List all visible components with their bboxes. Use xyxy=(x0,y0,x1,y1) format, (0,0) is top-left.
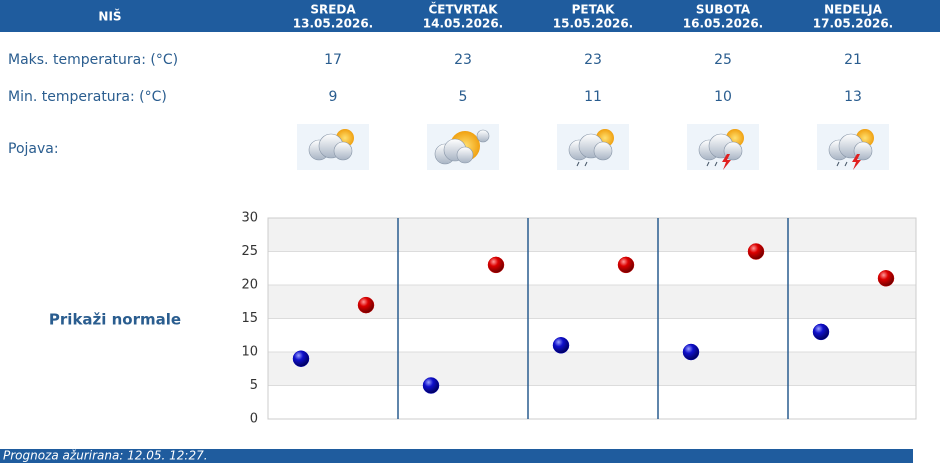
temp-point xyxy=(357,296,375,314)
weather-icon xyxy=(687,124,759,170)
temp-value: 13 xyxy=(844,89,862,105)
temp-point xyxy=(812,323,830,341)
day-name: SUBOTA xyxy=(696,3,751,17)
rain xyxy=(836,161,848,167)
temp-value: 17 xyxy=(324,52,342,68)
pojava-label: Pojava: xyxy=(8,141,59,157)
footer: Prognoza ažurirana: 12.05. 12:27. xyxy=(3,449,208,463)
temp-value: 5 xyxy=(459,89,468,105)
day-date: 17.05.2026. xyxy=(813,17,893,31)
weather-icon xyxy=(297,124,369,170)
cloud xyxy=(476,129,490,143)
rain xyxy=(706,161,718,167)
cloud xyxy=(333,141,353,161)
cloud xyxy=(456,146,474,164)
y-tick-label: 30 xyxy=(241,211,258,226)
weather-icon xyxy=(557,124,629,170)
temp-value: 9 xyxy=(329,89,338,105)
day-date: 16.05.2026. xyxy=(683,17,763,31)
day-name: ČETVRTAK xyxy=(428,2,498,17)
bolt xyxy=(852,154,861,170)
row-label: Min. temperatura: (°C) xyxy=(8,89,167,105)
temp-value: 25 xyxy=(714,52,732,68)
weather-icon xyxy=(817,124,889,170)
grid-band xyxy=(268,352,916,386)
row-label: Maks. temperatura: (°C) xyxy=(8,52,178,68)
temp-value: 11 xyxy=(584,89,602,105)
y-tick-label: 10 xyxy=(241,345,258,360)
y-tick-label: 15 xyxy=(241,311,258,326)
temp-value: 21 xyxy=(844,52,862,68)
grid-band xyxy=(268,218,916,252)
day-name: NEDELJA xyxy=(824,3,883,17)
temp-point xyxy=(682,343,700,361)
y-tick-label: 25 xyxy=(241,244,258,259)
temp-point xyxy=(617,256,635,274)
city: NIŠ xyxy=(98,9,121,24)
temp-point xyxy=(747,243,765,260)
temp-value: 23 xyxy=(454,52,472,68)
temp-value: 10 xyxy=(714,89,732,105)
rain xyxy=(576,161,588,167)
toggle-normals[interactable]: Prikaži normale xyxy=(49,311,181,329)
day-date: 15.05.2026. xyxy=(553,17,633,31)
bolt xyxy=(722,154,731,170)
weather-icon xyxy=(427,124,499,170)
y-tick-label: 5 xyxy=(250,378,258,393)
y-tick-label: 0 xyxy=(250,412,258,427)
plot-frame xyxy=(267,217,917,420)
cloud xyxy=(593,141,613,161)
day-date: 14.05.2026. xyxy=(423,17,503,31)
temp-point xyxy=(552,337,570,354)
temp-point xyxy=(877,270,895,287)
footer-bar xyxy=(0,449,913,463)
temp-point xyxy=(422,377,440,394)
temp-point xyxy=(292,350,310,367)
header-bar xyxy=(0,0,940,32)
grid-band xyxy=(268,285,916,319)
day-name: SREDA xyxy=(310,3,356,17)
day-name: PETAK xyxy=(572,3,616,17)
y-tick-label: 20 xyxy=(241,278,258,293)
temp-value: 23 xyxy=(584,52,602,68)
temp-point xyxy=(487,256,505,274)
day-date: 13.05.2026. xyxy=(293,17,373,31)
